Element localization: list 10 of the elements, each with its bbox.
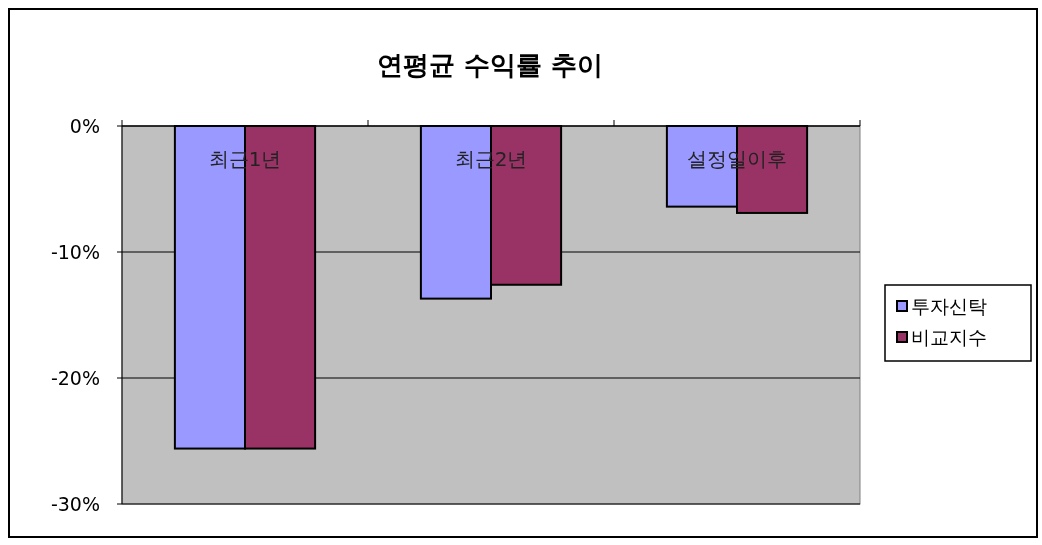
chart-title: 연평균 수익률 추이 [376, 50, 604, 80]
y-tick-label: -30% [50, 492, 100, 515]
legend-label: 투자신탁 [911, 294, 987, 317]
legend-label: 비교지수 [911, 325, 987, 348]
y-tick-label: -10% [50, 240, 100, 263]
x-tick-label: 최근2년 [454, 147, 528, 171]
y-tick-label: 0% [69, 114, 100, 137]
y-tick-label: -20% [50, 366, 100, 389]
x-tick-label: 설정일이후 [687, 147, 787, 171]
x-tick-label: 최근1년 [208, 147, 282, 171]
